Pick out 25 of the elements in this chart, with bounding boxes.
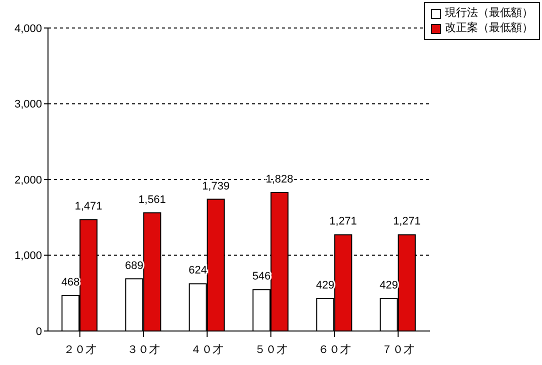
x-tick-label: ４０才	[190, 342, 224, 356]
data-label: 429	[380, 280, 398, 292]
data-label: 624	[188, 264, 208, 277]
data-label: 689	[124, 260, 144, 272]
x-tick-label: ２０才	[63, 342, 96, 356]
y-tick-label: 1,000	[14, 250, 42, 262]
data-label: 546	[252, 270, 271, 283]
data-label: 468	[61, 276, 80, 289]
data-label: 1,271	[329, 216, 357, 228]
data-label: 1,271	[393, 216, 421, 228]
data-label: 1,828	[266, 174, 294, 186]
y-tick-label: 2,000	[14, 174, 42, 186]
data-label: 1,471	[74, 200, 102, 213]
data-label: 1,739	[202, 180, 230, 192]
x-tick-label: ５０才	[254, 342, 288, 356]
legend-label: 現行法（最低額）	[445, 6, 533, 21]
x-tick-label: ６０才	[318, 342, 351, 356]
y-tick-label: 4,000	[14, 22, 42, 35]
data-label: 1,561	[138, 194, 166, 206]
x-tick-label: ３０才	[127, 342, 160, 356]
legend-label: 改正案（最低額）	[445, 21, 533, 36]
y-tick-label: 0	[36, 326, 42, 338]
x-tick-label: ７０才	[382, 342, 415, 356]
data-label: 429	[316, 280, 334, 292]
y-tick-label: 3,000	[14, 98, 42, 111]
